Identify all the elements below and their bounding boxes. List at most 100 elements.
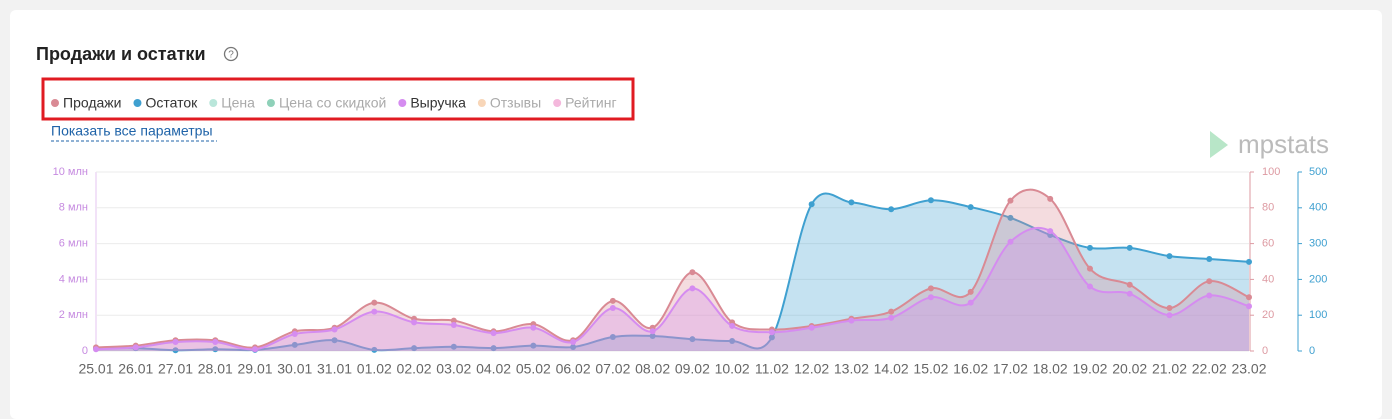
x-tick-label: 26.01 xyxy=(118,361,153,377)
point xyxy=(848,317,855,324)
x-tick-label: 11.02 xyxy=(755,361,789,377)
point xyxy=(371,308,378,315)
y-tick-label: 100 xyxy=(1309,309,1327,321)
point xyxy=(93,346,99,353)
point xyxy=(1206,292,1213,299)
x-tick-label: 28.01 xyxy=(198,361,233,377)
point xyxy=(927,197,934,204)
x-tick-label: 04.02 xyxy=(476,361,511,377)
point xyxy=(1086,265,1093,272)
show-all-link[interactable]: Показать все параметры xyxy=(51,123,213,139)
x-tick-label: 09.02 xyxy=(675,361,710,377)
point xyxy=(729,322,736,329)
legend-entry[interactable]: Отзывы xyxy=(490,95,541,111)
point xyxy=(530,342,537,349)
point xyxy=(331,326,338,333)
y-tick-label: 0 xyxy=(1262,345,1268,357)
point xyxy=(570,339,577,346)
point xyxy=(371,299,378,306)
point xyxy=(490,345,497,352)
legend-dot xyxy=(553,99,562,107)
point xyxy=(450,317,457,324)
y-tick-label: 300 xyxy=(1309,238,1327,250)
x-tick-label: 08.02 xyxy=(635,361,670,377)
y-tick-label: 2 млн xyxy=(59,309,88,321)
point xyxy=(331,337,338,344)
point xyxy=(609,334,616,341)
legend-entry[interactable]: Рейтинг xyxy=(565,95,616,111)
y-tick-label: 8 млн xyxy=(59,202,88,214)
point xyxy=(1166,305,1173,312)
point xyxy=(570,344,577,351)
point xyxy=(609,305,616,312)
x-tick-label: 25.01 xyxy=(78,361,113,377)
point xyxy=(212,339,219,346)
point xyxy=(172,339,179,346)
legend-dot xyxy=(398,99,407,107)
x-tick-label: 06.02 xyxy=(556,361,591,377)
point xyxy=(1047,195,1054,202)
x-tick-label: 10.02 xyxy=(715,361,750,377)
point xyxy=(808,324,815,331)
x-tick-label: 31.01 xyxy=(317,361,352,377)
legend-entry[interactable]: Цена xyxy=(221,95,255,111)
point xyxy=(967,204,974,211)
legend-highlight xyxy=(41,77,635,121)
point xyxy=(768,329,775,336)
y-tick-label: 10 млн xyxy=(53,166,88,178)
y-tick-label: 500 xyxy=(1309,166,1327,178)
point xyxy=(967,299,974,306)
x-tick-label: 05.02 xyxy=(516,361,551,377)
y-tick-label: 200 xyxy=(1309,273,1327,285)
area-fill xyxy=(96,227,1249,351)
y-tick-label: 4 млн xyxy=(59,273,88,285)
x-tick-label: 27.01 xyxy=(158,361,193,377)
x-tick-label: 22.02 xyxy=(1192,361,1227,377)
legend-entry[interactable]: Остаток xyxy=(145,95,198,111)
help-icon[interactable] xyxy=(223,46,239,62)
x-tick-label: 29.01 xyxy=(238,361,273,377)
y-tick-label: 0 xyxy=(82,345,88,357)
point xyxy=(1007,197,1014,204)
legend-entry[interactable]: Продажи xyxy=(63,95,121,111)
point xyxy=(1246,258,1252,265)
point xyxy=(927,285,934,292)
x-tick-label: 17.02 xyxy=(993,361,1028,377)
x-tick-label: 16.02 xyxy=(953,361,988,377)
x-tick-label: 20.02 xyxy=(1112,361,1147,377)
x-tick-label: 30.01 xyxy=(277,361,312,377)
legend-entry[interactable]: Выручка xyxy=(410,95,466,111)
point xyxy=(689,285,696,292)
y-tick-label: 400 xyxy=(1309,202,1327,214)
point xyxy=(530,324,537,331)
point xyxy=(967,288,974,295)
y-tick-label: 60 xyxy=(1262,238,1274,250)
point xyxy=(132,344,139,351)
point xyxy=(888,206,895,213)
point xyxy=(888,314,895,321)
legend-dot xyxy=(477,99,486,107)
legend-entry[interactable]: Цена со скидкой xyxy=(279,95,386,111)
x-tick-label: 02.02 xyxy=(397,361,432,377)
point xyxy=(609,297,616,304)
point xyxy=(1086,283,1093,290)
help-mark[interactable]: ? xyxy=(228,50,234,61)
point xyxy=(371,346,378,353)
x-tick-label: 01.02 xyxy=(357,361,392,377)
y-tick-label: 100 xyxy=(1262,166,1280,178)
point xyxy=(1166,253,1173,260)
point xyxy=(768,334,775,341)
point xyxy=(172,347,179,354)
point xyxy=(411,345,418,352)
point xyxy=(291,330,298,337)
x-tick-label: 12.02 xyxy=(794,361,829,377)
point xyxy=(1206,278,1213,285)
x-tick-label: 19.02 xyxy=(1072,361,1107,377)
y-tick-label: 20 xyxy=(1262,309,1274,321)
x-tick-label: 07.02 xyxy=(595,361,630,377)
point xyxy=(649,328,656,335)
y-tick-label: 6 млн xyxy=(59,238,88,250)
y-tick-label: 80 xyxy=(1262,202,1274,214)
